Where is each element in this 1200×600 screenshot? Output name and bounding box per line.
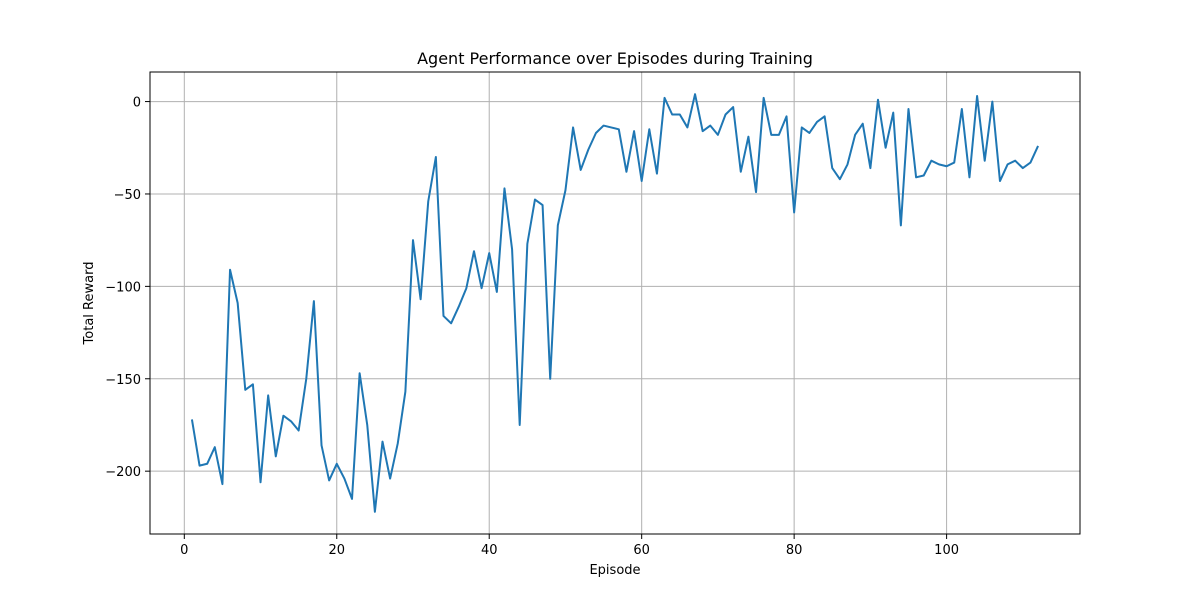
plot-area-frame	[149, 71, 1081, 535]
y-tick-label: −200	[105, 465, 141, 480]
chart-title: Agent Performance over Episodes during T…	[417, 49, 813, 68]
grid	[150, 72, 1080, 534]
x-axis: 0 20 40 60 80 100	[180, 534, 959, 558]
x-tick-label: 80	[786, 543, 803, 558]
series-line	[190, 93, 1039, 513]
y-tick-label: −50	[114, 188, 141, 203]
x-tick-label: 60	[633, 543, 650, 558]
y-tick-label: −100	[105, 280, 141, 295]
x-tick-label: 0	[180, 543, 188, 558]
y-axis: 0 −50 −100 −150 −200	[105, 96, 150, 480]
y-axis-label: Total Reward	[82, 262, 97, 346]
x-tick-label: 100	[934, 543, 959, 558]
x-tick-label: 20	[328, 543, 345, 558]
y-tick-label: 0	[133, 96, 141, 111]
y-tick-label: −150	[105, 373, 141, 388]
x-axis-label: Episode	[589, 563, 640, 578]
x-tick-label: 40	[481, 543, 498, 558]
